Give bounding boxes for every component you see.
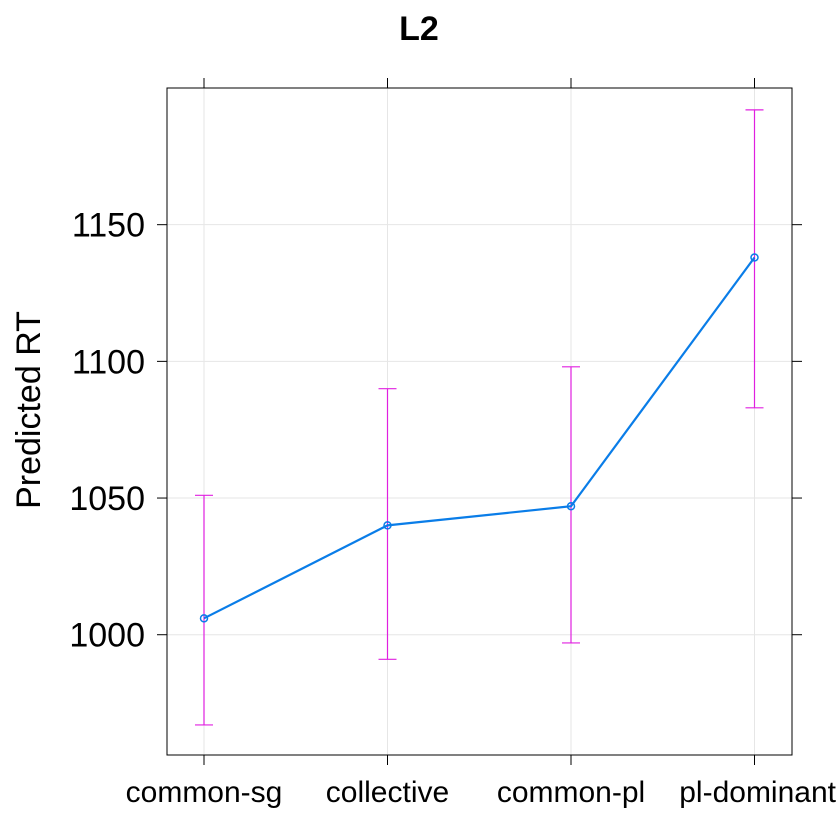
error-bars: [195, 109, 764, 726]
x-tick-label: common-pl: [497, 776, 645, 809]
x-tick-label: pl-dominant: [679, 776, 836, 809]
data-points: [199, 253, 759, 623]
data-point: [566, 501, 576, 511]
series-line-group: [203, 256, 756, 620]
y-tick-label: 1150: [72, 207, 145, 245]
y-tick-label: 1050: [69, 480, 145, 518]
grid: [167, 88, 792, 755]
data-point: [383, 521, 392, 530]
axis-ticks: 1000 1050 1100 1150 common-sg collective commo…: [69, 78, 837, 809]
x-tick-label: collective: [326, 776, 449, 809]
data-point: [750, 253, 759, 262]
series-line: [203, 256, 756, 620]
y-tick-label: 1000: [69, 617, 145, 655]
plot-frame: [166, 87, 793, 756]
data-point: [199, 614, 209, 623]
y-axis-label: Predicted RT: [10, 311, 48, 509]
y-tick-label: 1100: [72, 343, 145, 381]
x-tick-label: common-sg: [126, 776, 283, 809]
chart-title: L2: [399, 10, 439, 48]
